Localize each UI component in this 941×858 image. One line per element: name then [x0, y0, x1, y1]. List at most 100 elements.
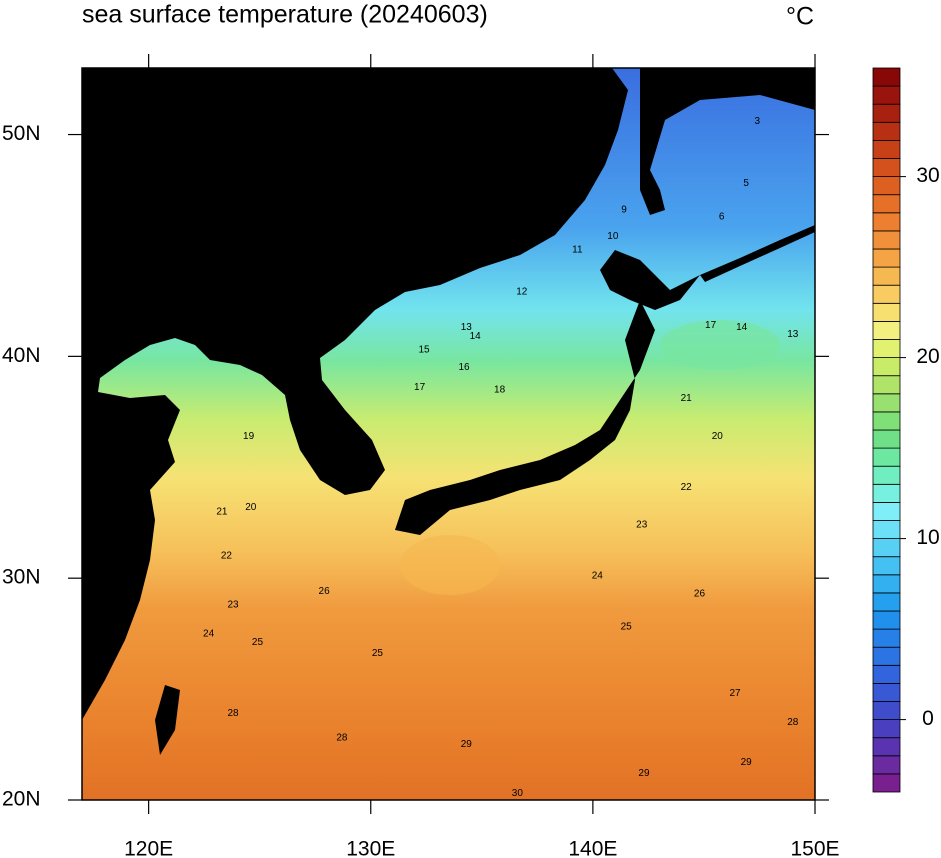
- colorbar-box: [872, 320, 901, 340]
- land-hokkaido: [600, 250, 700, 310]
- contour-label: 24: [592, 571, 604, 582]
- contour-label: 27: [729, 688, 741, 699]
- colorbar-box: [872, 520, 901, 540]
- colorbar-box: [872, 357, 901, 377]
- land-sakhalin: [640, 68, 815, 215]
- colorbar-box: [872, 339, 901, 359]
- colorbar-box: [872, 103, 901, 123]
- unit-label: °C: [786, 3, 814, 31]
- contour-label: 29: [638, 768, 650, 779]
- contour-label: 21: [216, 506, 228, 517]
- colorbar-box: [872, 158, 901, 178]
- colorbar-box: [872, 773, 901, 793]
- colorbar-tick-label: 0: [922, 707, 934, 730]
- x-tick-label: 150E: [790, 838, 839, 858]
- contour-label: 17: [414, 382, 426, 393]
- contour-label: 10: [607, 231, 619, 242]
- x-tick-label: 120E: [124, 838, 173, 858]
- map-area: [82, 68, 815, 800]
- y-tick-label: 20N: [2, 788, 41, 811]
- contour-label: 23: [636, 520, 648, 531]
- contour-label: 9: [621, 205, 627, 216]
- colorbar-tick-label: 10: [916, 526, 939, 549]
- colorbar-box: [872, 212, 901, 232]
- contour-label: 11: [572, 245, 583, 256]
- contour-label: 25: [372, 648, 384, 659]
- colorbar-box: [872, 628, 901, 648]
- colorbar-box: [872, 556, 901, 576]
- contour-label: 25: [621, 622, 633, 633]
- x-tick-label: 130E: [346, 838, 395, 858]
- colorbar-box: [872, 230, 901, 250]
- contour-label: 25: [252, 637, 264, 648]
- colorbar-box: [872, 538, 901, 558]
- colorbar-box: [872, 284, 901, 304]
- y-tick-label: 30N: [2, 566, 41, 589]
- contour-label: 20: [245, 502, 257, 513]
- contour-label: 13: [461, 322, 473, 333]
- contour-label: 22: [221, 551, 233, 562]
- colorbar-box: [872, 574, 901, 594]
- contour-label: 29: [461, 739, 473, 750]
- contour-label: 18: [494, 384, 506, 395]
- colorbar-tick-label: 30: [916, 164, 939, 187]
- contour-label: 14: [470, 331, 482, 342]
- colorbar-box: [872, 266, 901, 286]
- colorbar-box: [872, 194, 901, 214]
- contour-label: 30: [512, 788, 524, 799]
- colorbar-box: [872, 85, 901, 105]
- colorbar-box: [872, 737, 901, 757]
- contour-label: 12: [516, 287, 528, 298]
- colorbar-box: [872, 646, 901, 666]
- contour-label: 15: [419, 344, 431, 355]
- chart-title: sea surface temperature (20240603): [82, 1, 488, 29]
- contour-label: 14: [736, 322, 748, 333]
- contour-label: 6: [719, 211, 725, 222]
- colorbar-box: [872, 139, 901, 159]
- contour-label: 20: [712, 431, 724, 442]
- colorbar-box: [872, 248, 901, 268]
- colorbar-box: [872, 465, 901, 485]
- contour-label: 28: [787, 717, 799, 728]
- contour-label: 28: [227, 708, 239, 719]
- colorbar-box: [872, 411, 901, 431]
- contour-label: 3: [754, 116, 760, 127]
- contour-label: 23: [227, 599, 239, 610]
- colorbar-box: [872, 701, 901, 721]
- warm-eddy: [400, 535, 500, 595]
- colorbar-box: [872, 719, 901, 739]
- contour-label: 13: [787, 329, 799, 340]
- colorbar-box: [872, 375, 901, 395]
- colorbar-box: [872, 67, 901, 87]
- colorbar-box: [872, 664, 901, 684]
- contour-label: 19: [243, 431, 255, 442]
- colorbar-box: [872, 501, 901, 521]
- contour-label: 22: [681, 482, 693, 493]
- land-kurils: [700, 225, 815, 282]
- map-frame: [81, 67, 816, 801]
- contour-label: 21: [681, 393, 693, 404]
- colorbar-box: [872, 683, 901, 702]
- y-tick-label: 50N: [2, 122, 41, 145]
- land-asia: [82, 68, 628, 720]
- colorbar-box: [872, 592, 901, 612]
- y-tick-label: 40N: [2, 344, 41, 367]
- contour-label: 26: [319, 586, 331, 597]
- colorbar-tick-label: 20: [916, 345, 939, 368]
- land-taiwan: [155, 685, 180, 755]
- contour-label: 26: [694, 588, 706, 599]
- colorbar-box: [872, 447, 901, 467]
- colorbar-box: [872, 176, 901, 196]
- colorbar-box: [872, 121, 901, 141]
- colorbar-box: [872, 610, 901, 630]
- contour-label: 28: [336, 733, 348, 744]
- colorbar-box: [872, 393, 901, 413]
- colorbar-box: [872, 483, 901, 503]
- contour-label: 5: [743, 178, 749, 189]
- colorbar-box: [872, 755, 901, 775]
- cold-eddy: [660, 320, 780, 370]
- contour-label: 29: [741, 757, 753, 768]
- contour-label: 17: [705, 320, 717, 331]
- colorbar-box: [872, 302, 901, 322]
